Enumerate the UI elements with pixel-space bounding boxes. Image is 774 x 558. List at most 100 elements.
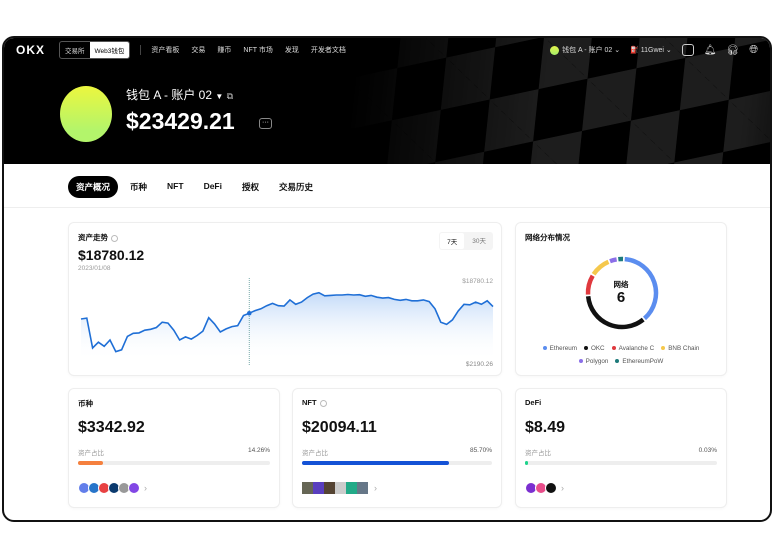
card-value: $3342.92 <box>78 419 145 436</box>
ratio-bar <box>302 461 492 465</box>
tab-tokens[interactable]: 币种 <box>130 182 148 192</box>
section-tabs: 资产概况 币种 NFT DeFi 授权 交易历史 <box>68 176 321 198</box>
ratio-label: 资产占比 <box>525 450 551 457</box>
ratio-value: 0.03% <box>698 447 717 454</box>
ratio-label: 资产占比 <box>302 450 328 457</box>
card-value: $8.49 <box>525 419 566 436</box>
trend-min-label: $2190.26 <box>465 361 493 368</box>
app-window: OKX 交易所 Web3钱包 资产看板 交易 赚币 NFT 市场 发现 开发者文… <box>2 36 772 522</box>
asset-icons[interactable]: › <box>302 482 377 494</box>
range-toggle: 7天 30天 <box>439 232 493 250</box>
legend-dot <box>661 346 666 351</box>
summary-card-nft[interactable]: NFT $20094.11 资产占比 85.70% › <box>292 388 502 508</box>
card-title-text: DeFi <box>525 398 542 407</box>
legend-label: Polygon <box>585 358 609 365</box>
range-30d[interactable]: 30天 <box>472 238 486 245</box>
legend-dot <box>611 346 616 351</box>
trend-date: 2023/01/08 <box>78 265 111 272</box>
account-name: 钱包 A - 账户 02 <box>562 47 613 54</box>
trend-title: 资产走势 <box>78 232 118 243</box>
ratio-bar-fill <box>525 461 528 465</box>
asset-icon <box>545 482 557 494</box>
globe-icon[interactable]: 🌐︎ <box>749 43 758 56</box>
asset-icons[interactable]: › <box>78 482 147 494</box>
card-title-text: 币种 <box>78 399 93 408</box>
nav-link-earn[interactable]: 赚币 <box>217 47 232 54</box>
card-title: 币种 <box>78 398 93 409</box>
trend-title-text: 资产走势 <box>78 233 108 242</box>
gas-value: 11Gwei <box>640 47 664 54</box>
account-selector[interactable]: 钱包 A - 账户 02 ⌄ <box>550 45 620 55</box>
nav-link-trade[interactable]: 交易 <box>191 47 206 54</box>
donut-center-label: 网络 <box>613 280 629 289</box>
asset-icon <box>302 482 313 494</box>
ratio-value: 14.26% <box>247 447 270 454</box>
bell-icon[interactable]: 🔔︎ <box>703 44 717 56</box>
legend-label: BNB Chain <box>668 345 700 352</box>
donut-slice-okc <box>585 295 645 330</box>
ratio-bar <box>78 461 270 465</box>
network-count: 6 <box>616 289 626 306</box>
network-title: 网络分布情况 <box>525 233 570 242</box>
legend-dot <box>583 346 588 351</box>
chevron-right-icon[interactable]: › <box>561 483 564 493</box>
chevron-right-icon[interactable]: › <box>144 483 147 493</box>
download-icon[interactable] <box>681 44 694 56</box>
wallet-name: 钱包 A - 账户 02 <box>126 88 213 102</box>
legend-dot <box>615 359 620 364</box>
legend-item: Ethereum <box>542 345 577 352</box>
summary-card-defi[interactable]: DeFi $8.49 资产占比 0.03% › <box>515 388 727 508</box>
asset-icon <box>128 482 140 494</box>
nav-link-dev-docs[interactable]: 开发者文档 <box>310 47 346 54</box>
tab-overview[interactable]: 资产概况 <box>68 176 119 198</box>
account-avatar-icon <box>550 45 560 55</box>
legend-item: EthereumPoW <box>615 358 663 365</box>
tabs-divider <box>4 207 770 208</box>
trend-line <box>80 291 494 353</box>
range-7d[interactable]: 7天 <box>440 233 465 249</box>
asset-icons[interactable]: › <box>525 482 564 494</box>
tab-approvals[interactable]: 授权 <box>241 182 259 192</box>
info-icon[interactable] <box>111 234 118 242</box>
tab-defi[interactable]: DeFi <box>203 181 222 191</box>
asset-trend-card: 资产走势 7天 30天 $18780.12 2023/01/08 $18780.1… <box>68 222 502 376</box>
legend-row-2: Polygon EthereumPoW <box>516 358 726 365</box>
asset-icon <box>324 482 335 494</box>
nav-link-nft-market[interactable]: NFT 市场 <box>243 47 273 54</box>
asset-icon <box>313 482 324 494</box>
wallet-header: OKX 交易所 Web3钱包 资产看板 交易 赚币 NFT 市场 发现 开发者文… <box>4 38 770 164</box>
tab-history[interactable]: 交易历史 <box>279 182 314 192</box>
mode-exchange[interactable]: 交易所 <box>65 48 85 55</box>
gas-selector[interactable]: ⛽ 11Gwei ⌄ <box>630 47 672 54</box>
trend-max-label: $18780.12 <box>462 278 493 285</box>
okx-logo[interactable]: OKX <box>16 43 46 57</box>
wallet-name-selector[interactable]: 钱包 A - 账户 02 ▼ ⧉ <box>126 86 233 103</box>
donut-slice-ethereum <box>624 256 659 321</box>
chevron-right-icon[interactable]: › <box>374 483 377 493</box>
headset-icon[interactable]: 🎧︎ <box>726 44 740 56</box>
wallet-avatar <box>60 86 112 142</box>
info-icon[interactable] <box>319 399 327 407</box>
legend-label: OKC <box>590 345 605 352</box>
asset-trend-chart[interactable] <box>69 223 503 377</box>
trend-area <box>81 292 493 361</box>
mode-web3-wallet[interactable]: Web3钱包 <box>89 42 130 58</box>
card-value: $20094.11 <box>302 419 377 436</box>
copy-icon[interactable]: ⧉ <box>226 91 234 101</box>
tab-nft[interactable]: NFT <box>167 181 184 191</box>
nav-link-dashboard[interactable]: 资产看板 <box>151 47 180 54</box>
mode-switch: 交易所 Web3钱包 <box>59 41 131 59</box>
more-options-button[interactable]: ··· <box>259 118 272 129</box>
trend-value: $18780.12 <box>78 247 145 263</box>
card-title: DeFi <box>525 398 541 407</box>
legend-item: Avalanche C <box>611 345 655 352</box>
asset-icon <box>357 482 368 494</box>
nav-link-discover[interactable]: 发现 <box>284 47 299 54</box>
summary-card-tokens[interactable]: 币种 $3342.92 资产占比 14.26% › <box>68 388 280 508</box>
network-distribution-card: 网络分布情况 网络 6 Ethereum OKC Avalanche C BNB Ch… <box>515 222 727 376</box>
card-title-text: NFT <box>302 398 317 407</box>
legend-item: BNB Chain <box>661 345 699 352</box>
legend-dot <box>578 359 583 364</box>
asset-icon <box>346 482 357 494</box>
legend-label: Avalanche C <box>618 345 655 352</box>
